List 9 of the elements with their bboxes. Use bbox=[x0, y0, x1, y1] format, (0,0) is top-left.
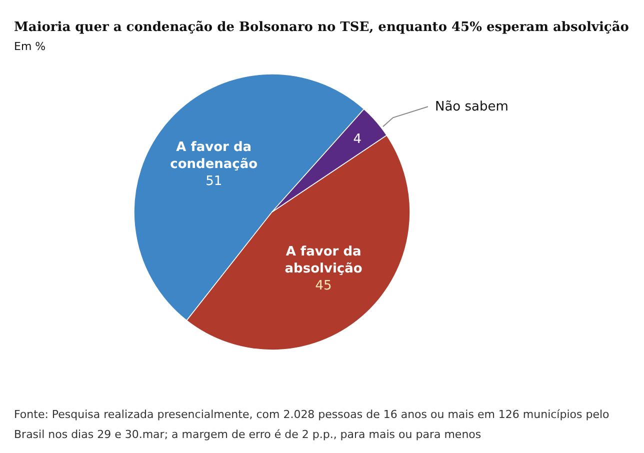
chart-title: Maioria quer a condenação de Bolsonaro no TSE, enquanto 45% esperam absolvição bbox=[14, 20, 630, 35]
data-label: 45 bbox=[315, 278, 332, 294]
data-label: 51 bbox=[206, 174, 222, 190]
slice-label: A favor da condenação bbox=[170, 140, 258, 172]
source-note: Fonte: Pesquisa realizada presencialmente, com 2.028 pessoas de 16 anos ou mais em 126 municípios pelo Brasil nos dias 29 e 30.mar; a margem de erro é de 2 p.p., para mais ou para menos bbox=[14, 408, 610, 441]
text: Em % bbox=[14, 40, 46, 53]
data-label: 4 bbox=[353, 132, 362, 147]
slice-label: A favor da absolvição bbox=[284, 244, 362, 277]
slice-label: Não sabem bbox=[434, 100, 508, 115]
